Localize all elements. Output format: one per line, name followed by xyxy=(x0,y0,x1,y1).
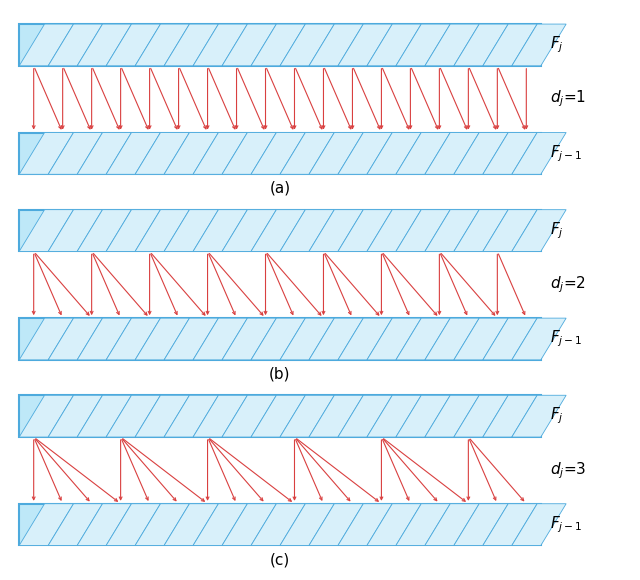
Text: $d_j$=1: $d_j$=1 xyxy=(550,89,586,110)
Text: (b): (b) xyxy=(269,367,291,382)
Text: (c): (c) xyxy=(270,552,290,567)
Text: $F_j$: $F_j$ xyxy=(550,35,564,55)
Text: $d_j$=3: $d_j$=3 xyxy=(550,460,587,481)
Text: (a): (a) xyxy=(269,181,291,196)
Text: $F_{j-1}$: $F_{j-1}$ xyxy=(550,514,583,535)
Text: $F_{j-1}$: $F_{j-1}$ xyxy=(550,329,583,349)
Text: $F_{j-1}$: $F_{j-1}$ xyxy=(550,143,583,164)
Text: $d_j$=2: $d_j$=2 xyxy=(550,274,586,295)
Text: $F_j$: $F_j$ xyxy=(550,406,564,426)
Text: $F_j$: $F_j$ xyxy=(550,220,564,241)
